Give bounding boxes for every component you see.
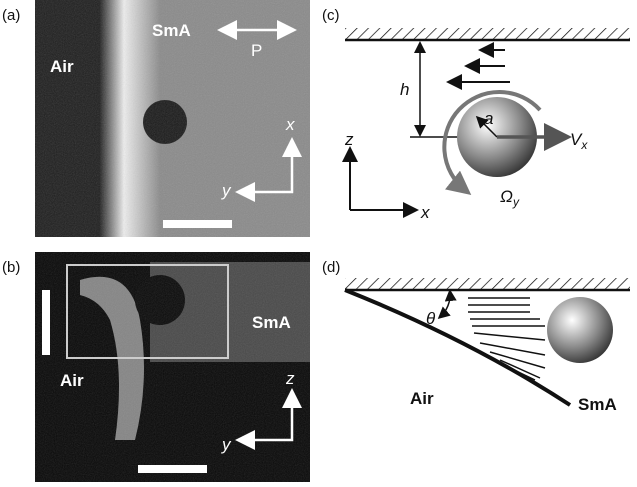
symbol: Ω bbox=[500, 187, 513, 206]
axis-label: x bbox=[420, 203, 430, 222]
axis-label: z bbox=[285, 369, 295, 388]
rotation-label: Ωy bbox=[500, 187, 520, 209]
label: Air bbox=[50, 57, 74, 76]
panel-label: (c) bbox=[322, 7, 340, 24]
label: h bbox=[400, 80, 409, 99]
panel-b: (b) SmA Air z y bbox=[2, 252, 310, 482]
panel-c: (c) h a z x Vx Ωy bbox=[322, 7, 630, 222]
label: SmA bbox=[578, 395, 617, 414]
axis-label: x bbox=[285, 115, 295, 134]
panel-label: (d) bbox=[322, 259, 340, 276]
label: SmA bbox=[252, 313, 291, 332]
layers bbox=[468, 297, 546, 381]
velocity-label: Vx bbox=[570, 130, 588, 152]
symbol: V bbox=[570, 130, 583, 149]
subscript: x bbox=[580, 138, 588, 152]
panel-a: (a) Air SmA P x y bbox=[2, 0, 310, 237]
label: SmA bbox=[152, 21, 191, 40]
axis-label: z bbox=[344, 130, 354, 149]
axis-label: y bbox=[221, 181, 232, 200]
axis-label: y bbox=[221, 435, 232, 454]
label: θ bbox=[426, 309, 436, 328]
panel-label: (b) bbox=[2, 259, 20, 276]
label: Air bbox=[410, 389, 434, 408]
panel-label: (a) bbox=[2, 7, 20, 24]
subscript: y bbox=[512, 195, 520, 209]
label: P bbox=[251, 41, 262, 60]
label: Air bbox=[60, 371, 84, 390]
panel-d: (d) θ Air SmA bbox=[322, 259, 630, 414]
label: a bbox=[484, 109, 493, 128]
